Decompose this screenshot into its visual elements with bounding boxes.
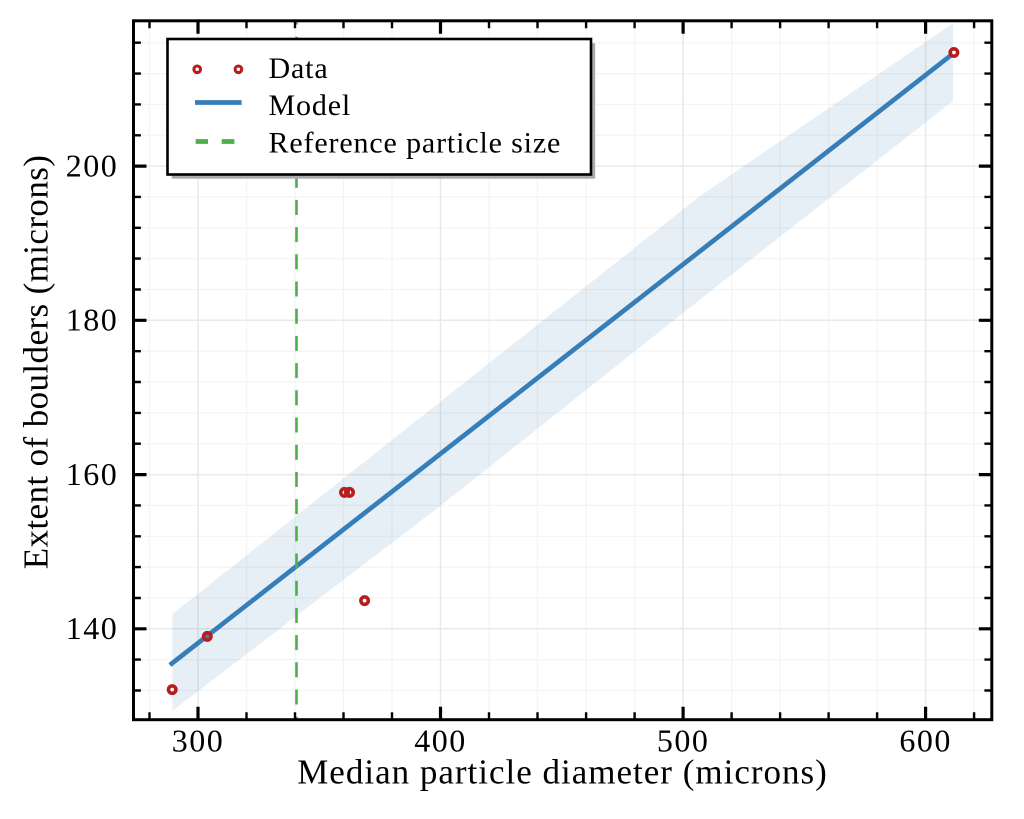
svg-text:Reference particle size: Reference particle size [269, 127, 562, 160]
svg-text:300: 300 [172, 722, 225, 758]
svg-text:Extent of boulders (microns): Extent of boulders (microns) [17, 155, 56, 570]
svg-text:Data: Data [269, 52, 329, 85]
svg-text:160: 160 [66, 456, 119, 492]
svg-text:200: 200 [66, 147, 119, 183]
svg-text:500: 500 [657, 722, 710, 758]
svg-text:400: 400 [414, 722, 467, 758]
svg-text:600: 600 [899, 722, 952, 758]
svg-text:Median particle diameter (micr: Median particle diameter (microns) [297, 753, 828, 792]
svg-text:Model: Model [269, 89, 352, 122]
svg-text:180: 180 [66, 302, 119, 338]
svg-text:140: 140 [66, 610, 119, 646]
